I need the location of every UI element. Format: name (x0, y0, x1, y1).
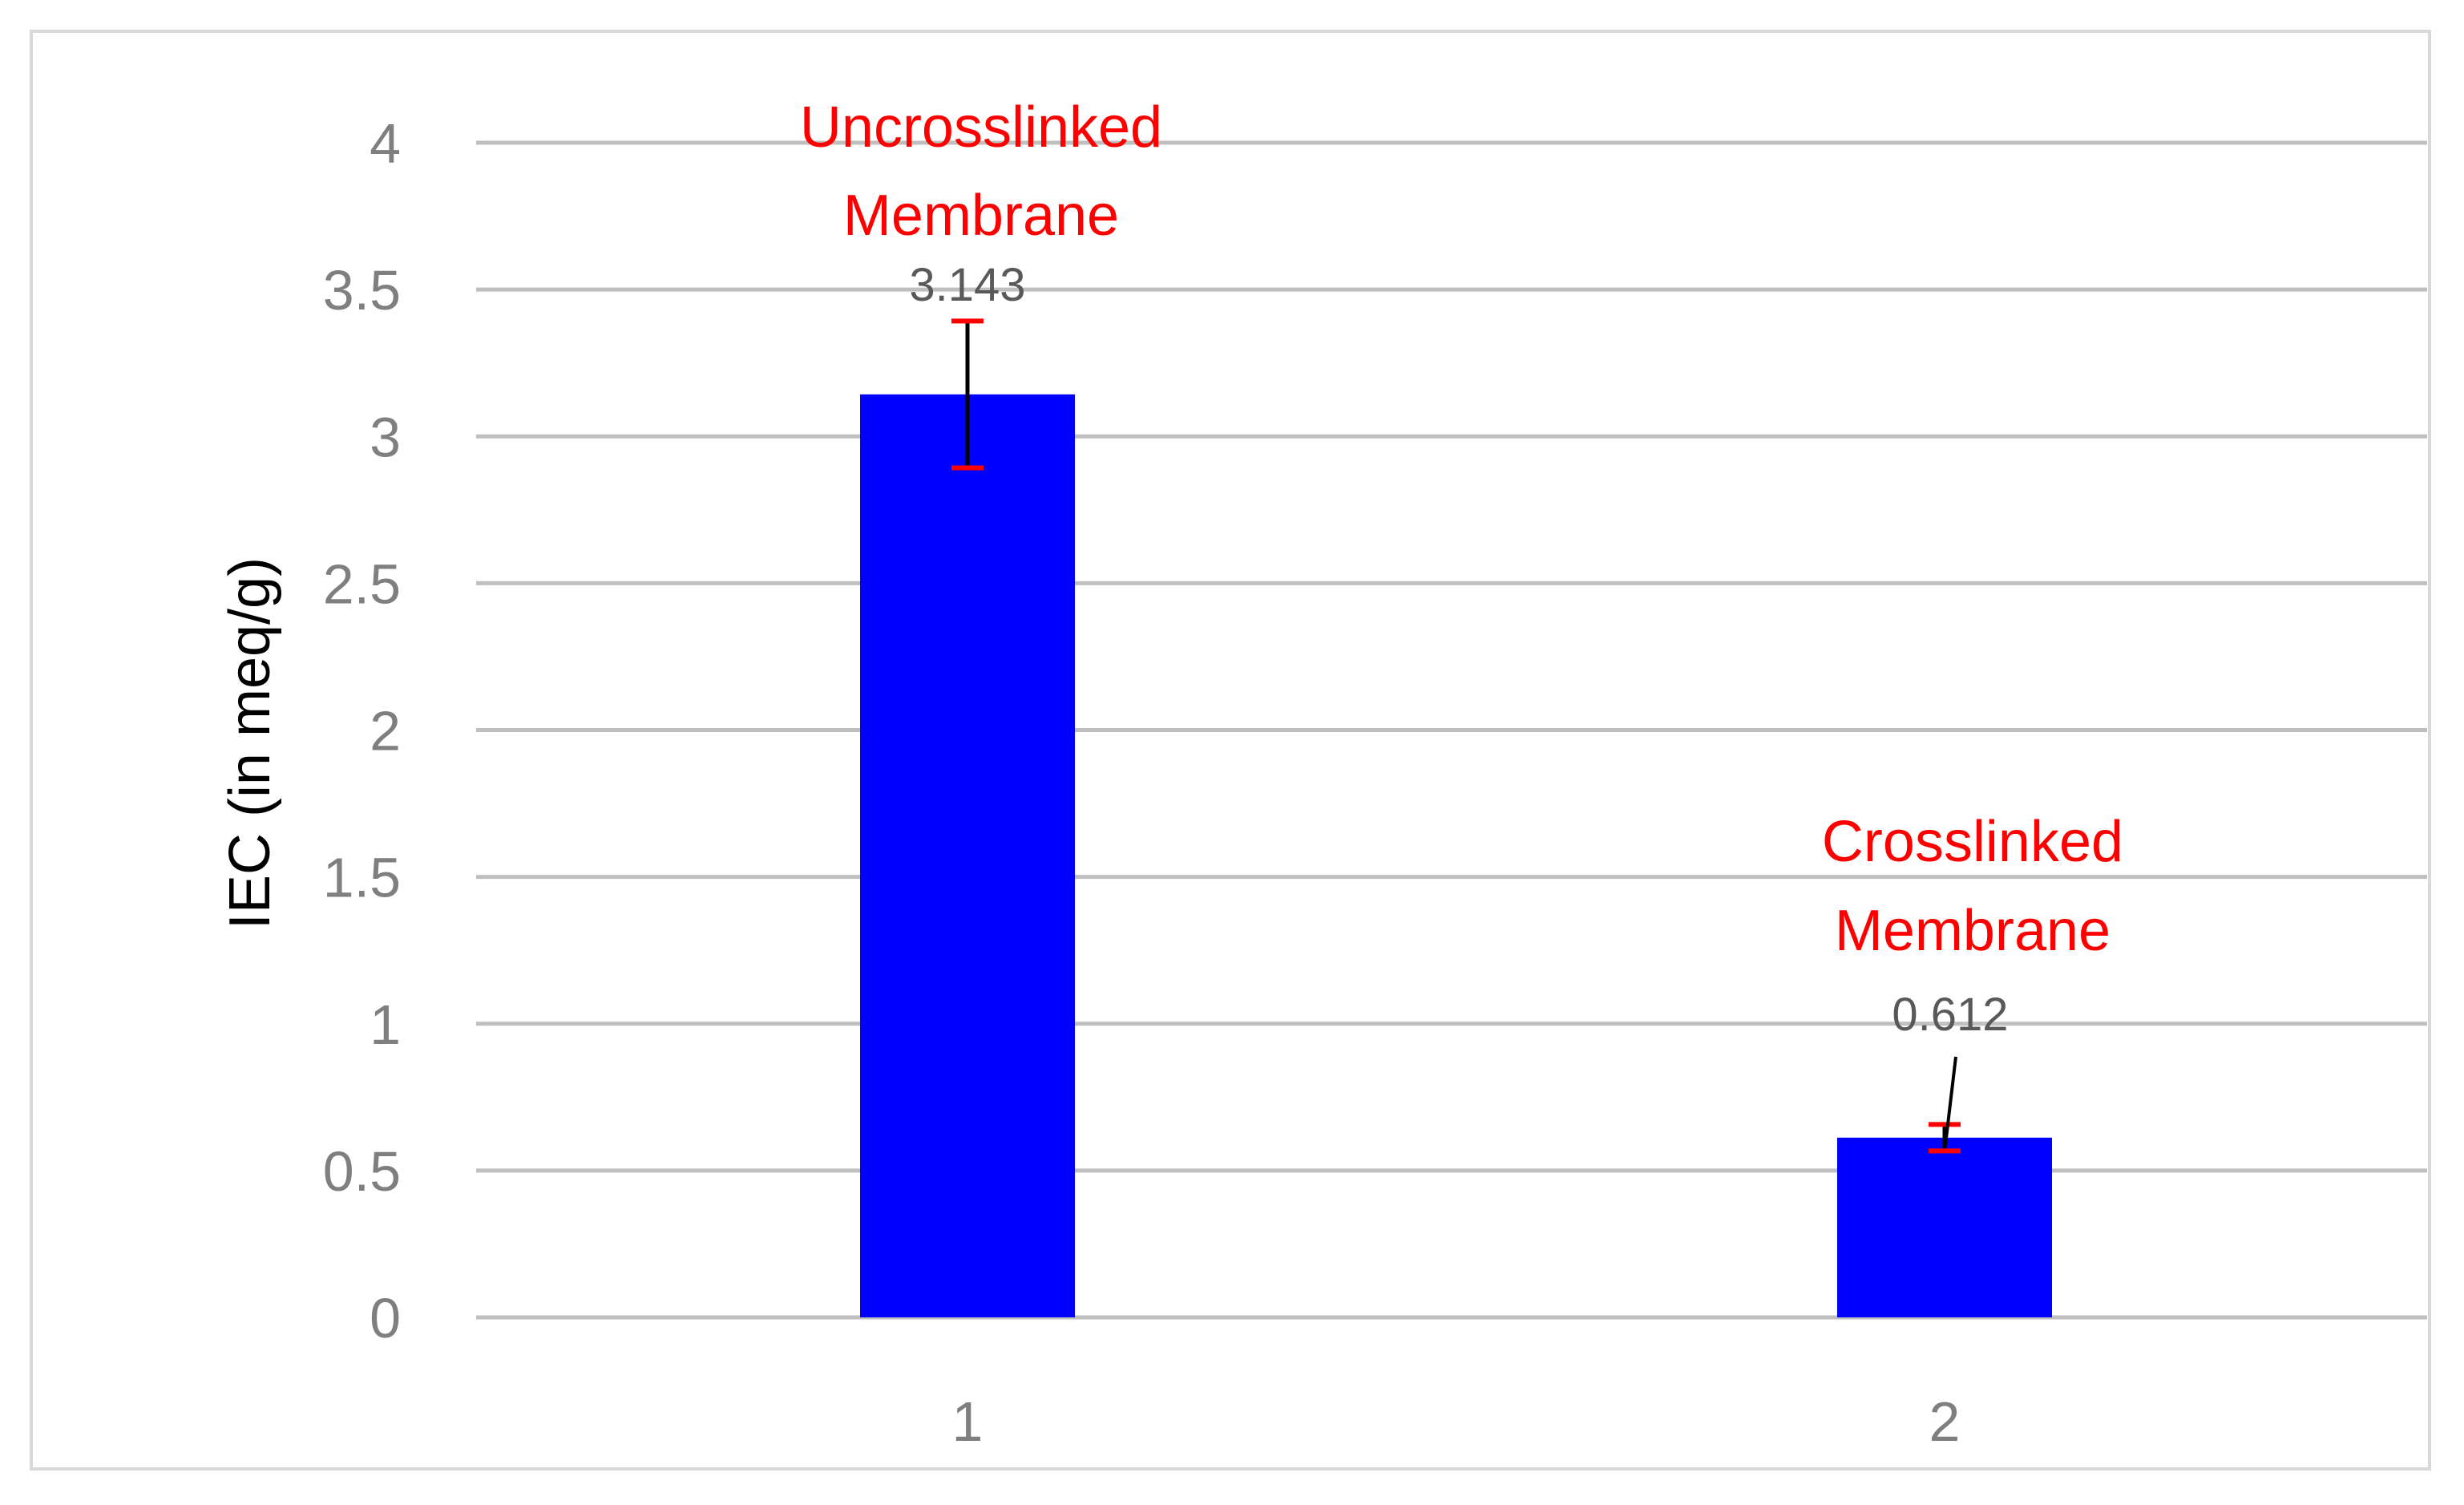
annotation-label: Membrane (1835, 899, 2111, 963)
data-label: 0.612 (1892, 989, 2008, 1041)
annotation-label: Crosslinked (1822, 810, 2123, 874)
y-axis-ticks: 0 0.5 1 1.5 2 2.5 3 3.5 4 (323, 112, 401, 1349)
bar (860, 394, 1075, 1318)
y-tick-label: 0 (370, 1287, 401, 1349)
y-tick-label: 3 (370, 406, 401, 468)
y-tick-label: 4 (370, 112, 401, 175)
annotation-label: Membrane (843, 184, 1119, 248)
y-tick-label: 2 (370, 700, 401, 763)
y-axis-label: IEC (in meq/g) (218, 557, 282, 929)
data-label: 3.143 (909, 259, 1025, 311)
annotation-label: Uncrosslinked (800, 95, 1162, 160)
x-tick-label: 2 (1929, 1390, 1961, 1453)
bars (860, 394, 2052, 1318)
bar (1837, 1137, 2052, 1317)
data-label-leader-line (1944, 1056, 1957, 1146)
y-tick-label: 2.5 (323, 552, 401, 615)
y-tick-label: 3.5 (323, 259, 401, 322)
gridlines (476, 140, 2427, 1320)
data-labels: 3.143 0.612 Uncrosslinked Membrane Crosslink… (800, 95, 2123, 1146)
y-tick-label: 0.5 (323, 1140, 401, 1203)
error-bars (951, 318, 1961, 1154)
y-tick-label: 1 (370, 993, 401, 1056)
y-tick-label: 1.5 (323, 847, 401, 909)
x-tick-label: 1 (952, 1390, 984, 1453)
